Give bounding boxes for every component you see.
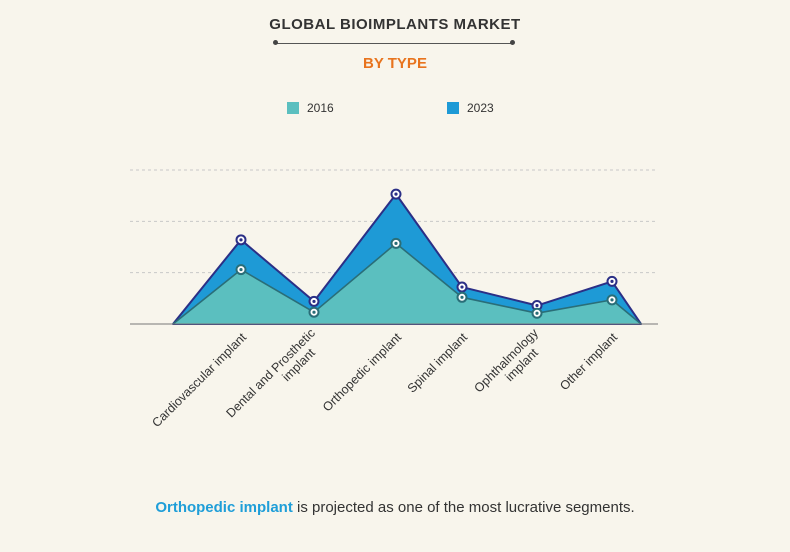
point-2016-center-3 [460, 295, 464, 299]
series-area-2016 [173, 243, 641, 324]
point-2016-center-2 [394, 241, 398, 246]
legend-item-2016: 2016 [287, 101, 334, 115]
series-line-2016 [172, 242, 642, 325]
legend-label-2023: 2023 [467, 101, 494, 115]
point-2016-center-1 [312, 310, 316, 314]
chart-subtitle: BY TYPE [363, 55, 427, 72]
point-2016-center-0 [239, 267, 243, 272]
point-2023-center-3 [460, 285, 464, 289]
x-tick-label-3: Spinal implant [405, 330, 471, 396]
point-2023-center-4 [535, 303, 539, 308]
footer-note: Orthopedic implant is projected as one o… [0, 499, 790, 516]
chart-title: GLOBAL BIOIMPLANTS MARKET [269, 16, 521, 33]
divider-dot-left [273, 40, 278, 45]
footer-text: is projected as one of the most lucrativ… [292, 499, 635, 516]
legend-swatch-2016 [287, 102, 299, 114]
point-2016-center-5 [610, 298, 614, 302]
legend-swatch-2023 [447, 102, 459, 114]
legend-item-2023: 2023 [447, 101, 494, 115]
title-divider [275, 43, 512, 44]
legend-label-2016: 2016 [307, 101, 334, 115]
point-2023-center-0 [239, 238, 243, 242]
divider-dot-right [510, 40, 515, 45]
point-2023-center-2 [394, 192, 398, 196]
x-tick-label-5: Other implant [557, 330, 620, 393]
point-2023-center-1 [312, 299, 316, 304]
x-tick-label-4: Ophthalmologyimplant [472, 325, 552, 405]
point-2016-center-4 [535, 311, 539, 315]
point-2023-center-5 [610, 279, 614, 283]
footer-highlight: Orthopedic implant [155, 499, 293, 516]
x-tick-label-2: Orthopedic implant [320, 330, 404, 414]
